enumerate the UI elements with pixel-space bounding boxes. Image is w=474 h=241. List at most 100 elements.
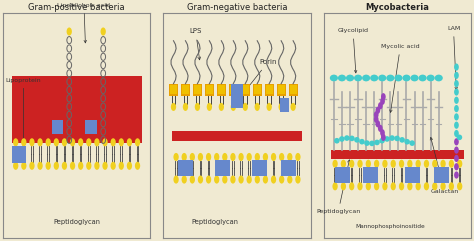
Bar xyxy=(231,84,243,108)
Circle shape xyxy=(287,175,292,184)
Circle shape xyxy=(70,138,75,146)
Circle shape xyxy=(454,163,459,170)
Circle shape xyxy=(454,171,459,179)
Ellipse shape xyxy=(394,75,402,81)
Bar xyxy=(252,160,266,176)
Circle shape xyxy=(349,182,355,190)
Bar xyxy=(206,86,213,94)
Circle shape xyxy=(378,102,383,109)
Text: Peptidoglycan: Peptidoglycan xyxy=(191,219,238,225)
Circle shape xyxy=(380,129,385,136)
Ellipse shape xyxy=(399,137,405,143)
Circle shape xyxy=(135,138,140,146)
Bar xyxy=(264,84,274,96)
Circle shape xyxy=(246,175,252,184)
Circle shape xyxy=(279,153,284,161)
Bar xyxy=(266,86,273,94)
Circle shape xyxy=(127,162,132,170)
Title: Gram-positive bacteria: Gram-positive bacteria xyxy=(28,3,125,12)
Circle shape xyxy=(62,138,67,146)
Circle shape xyxy=(230,153,236,161)
Text: Mycolic acid: Mycolic acid xyxy=(381,44,419,112)
Circle shape xyxy=(173,153,179,161)
Circle shape xyxy=(171,103,176,111)
Ellipse shape xyxy=(404,139,410,145)
Ellipse shape xyxy=(410,140,415,146)
Bar xyxy=(181,84,190,96)
Ellipse shape xyxy=(410,75,419,81)
Bar xyxy=(280,98,289,112)
Ellipse shape xyxy=(378,75,386,81)
Ellipse shape xyxy=(369,141,375,146)
Circle shape xyxy=(449,182,454,190)
Circle shape xyxy=(374,160,379,168)
Bar xyxy=(254,86,261,94)
Circle shape xyxy=(407,160,412,168)
Circle shape xyxy=(231,103,236,111)
Ellipse shape xyxy=(394,136,400,141)
Circle shape xyxy=(13,138,18,146)
Circle shape xyxy=(374,116,379,123)
Bar xyxy=(178,160,193,176)
Bar xyxy=(172,131,302,141)
Bar xyxy=(12,76,142,143)
Circle shape xyxy=(214,175,219,184)
Circle shape xyxy=(173,175,179,184)
Circle shape xyxy=(230,175,236,184)
Circle shape xyxy=(332,160,338,168)
Circle shape xyxy=(222,175,228,184)
Ellipse shape xyxy=(427,75,435,81)
Circle shape xyxy=(206,175,211,184)
Circle shape xyxy=(407,182,412,190)
Ellipse shape xyxy=(374,140,380,145)
Title: Gram-negative bacteria: Gram-negative bacteria xyxy=(187,3,287,12)
Circle shape xyxy=(279,175,284,184)
Text: Galactan: Galactan xyxy=(430,137,459,194)
Text: LAM: LAM xyxy=(447,26,460,90)
Circle shape xyxy=(118,162,124,170)
Bar xyxy=(364,167,378,183)
Ellipse shape xyxy=(344,135,350,141)
Circle shape xyxy=(127,138,132,146)
Circle shape xyxy=(255,153,260,161)
Circle shape xyxy=(382,182,388,190)
Circle shape xyxy=(255,103,260,111)
Circle shape xyxy=(454,113,459,120)
Circle shape xyxy=(214,153,219,161)
Bar xyxy=(169,84,178,96)
Ellipse shape xyxy=(386,75,394,81)
Circle shape xyxy=(54,138,59,146)
Circle shape xyxy=(374,182,379,190)
Circle shape xyxy=(100,27,106,36)
Circle shape xyxy=(432,160,438,168)
Circle shape xyxy=(66,27,72,36)
Bar xyxy=(230,86,237,94)
Circle shape xyxy=(295,153,301,161)
Circle shape xyxy=(295,175,301,184)
Circle shape xyxy=(454,147,459,154)
Circle shape xyxy=(243,103,248,111)
Circle shape xyxy=(182,175,187,184)
Circle shape xyxy=(78,138,83,146)
Circle shape xyxy=(391,160,396,168)
Ellipse shape xyxy=(456,134,462,140)
Circle shape xyxy=(198,153,203,161)
Circle shape xyxy=(46,138,51,146)
Circle shape xyxy=(424,160,429,168)
Circle shape xyxy=(381,134,386,141)
Circle shape xyxy=(399,182,404,190)
Circle shape xyxy=(416,182,421,190)
Bar xyxy=(193,84,202,96)
Circle shape xyxy=(432,182,438,190)
Ellipse shape xyxy=(359,139,365,145)
Circle shape xyxy=(102,138,108,146)
Bar xyxy=(434,167,449,183)
Ellipse shape xyxy=(370,75,378,81)
Circle shape xyxy=(416,160,421,168)
Circle shape xyxy=(374,111,379,118)
Circle shape xyxy=(454,155,459,162)
Circle shape xyxy=(399,160,404,168)
Bar xyxy=(405,167,419,183)
Circle shape xyxy=(21,138,27,146)
Circle shape xyxy=(454,63,459,71)
